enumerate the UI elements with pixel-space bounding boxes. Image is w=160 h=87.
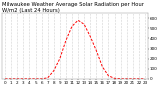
Text: Milwaukee Weather Average Solar Radiation per Hour W/m2 (Last 24 Hours): Milwaukee Weather Average Solar Radiatio… (2, 2, 144, 13)
